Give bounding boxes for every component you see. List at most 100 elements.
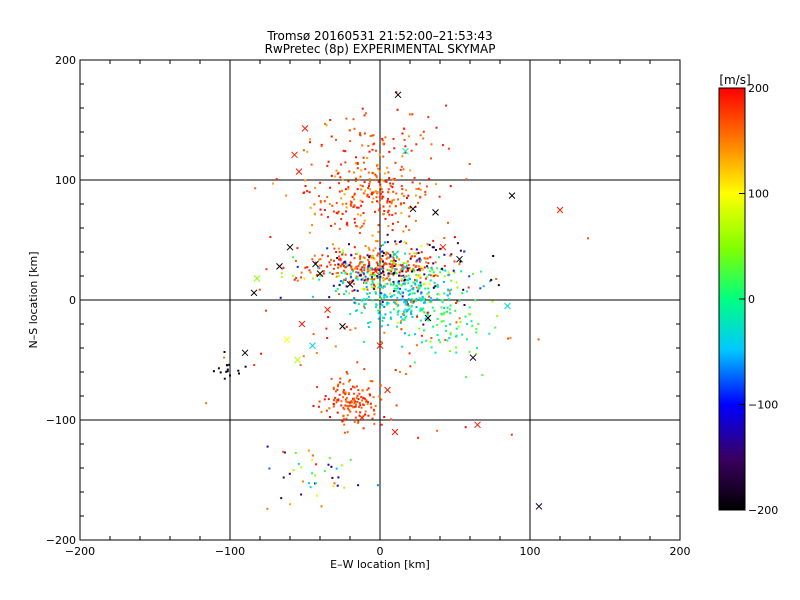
data-point (401, 155, 404, 158)
data-point (420, 265, 423, 268)
data-point (490, 278, 493, 281)
data-point (352, 118, 355, 121)
data-point (376, 163, 379, 166)
data-point (359, 214, 362, 217)
data-point (409, 257, 412, 260)
data-point (403, 332, 406, 335)
data-point (342, 269, 345, 272)
data-point (372, 134, 375, 137)
data-point (429, 301, 432, 304)
data-point (303, 277, 306, 280)
data-point (379, 250, 382, 253)
data-point (383, 172, 386, 175)
data-point (363, 288, 366, 291)
data-point (398, 291, 400, 294)
data-point (475, 352, 478, 355)
data-point (361, 266, 364, 269)
data-point (357, 213, 359, 216)
colorbar-tick-label: −200 (748, 504, 778, 517)
data-point (411, 300, 414, 303)
data-point (375, 276, 378, 279)
data-point (438, 256, 441, 259)
data-point (363, 298, 366, 301)
data-point (377, 180, 380, 183)
data-point (427, 319, 430, 322)
data-point (438, 293, 441, 296)
data-point (356, 385, 358, 388)
data-point (381, 195, 384, 198)
data-point (377, 252, 379, 255)
data-point (376, 200, 378, 203)
data-point (386, 282, 389, 285)
data-point (382, 142, 385, 145)
data-point (405, 275, 408, 278)
data-point (353, 127, 356, 130)
data-point (352, 206, 355, 209)
data-point (330, 135, 333, 138)
data-point (468, 350, 471, 353)
data-point (374, 292, 377, 295)
data-point (430, 143, 433, 146)
data-point (402, 230, 405, 233)
data-point (400, 298, 403, 301)
data-point (282, 266, 285, 269)
data-point (359, 175, 362, 178)
data-point (367, 246, 370, 249)
data-point (389, 265, 392, 268)
data-point (363, 269, 366, 272)
data-point (369, 135, 372, 137)
data-point (393, 268, 396, 271)
data-point (427, 116, 430, 119)
data-point (371, 417, 374, 420)
data-point (449, 185, 452, 188)
data-point (356, 309, 358, 312)
data-point (379, 246, 382, 249)
data-point (353, 289, 356, 292)
data-point (328, 271, 331, 274)
data-point (448, 292, 451, 295)
data-point (423, 298, 426, 301)
data-point (346, 431, 349, 434)
data-point (328, 407, 331, 410)
data-point (408, 267, 411, 270)
data-point (357, 484, 360, 487)
data-point (353, 192, 356, 195)
data-point (414, 333, 416, 336)
data-point (378, 196, 381, 198)
data-point (363, 305, 365, 308)
data-point (380, 178, 383, 181)
data-point (428, 300, 431, 303)
data-point (392, 290, 395, 293)
data-point (351, 268, 354, 271)
data-point (336, 484, 339, 487)
data-point (367, 144, 370, 147)
data-point (357, 389, 360, 392)
data-point (387, 191, 390, 194)
data-point (345, 210, 348, 213)
data-point (455, 321, 458, 324)
data-point (455, 351, 458, 354)
data-point (343, 278, 346, 281)
data-point (318, 264, 321, 267)
data-point (416, 290, 419, 293)
data-point (355, 396, 358, 399)
data-point (378, 395, 381, 398)
data-point (422, 130, 425, 133)
data-point (392, 272, 395, 275)
data-point (366, 388, 369, 391)
y-axis-label: N–S location [km] (27, 251, 40, 348)
data-point (358, 406, 360, 409)
data-point (378, 201, 381, 204)
data-point (289, 503, 292, 506)
data-point (482, 285, 485, 288)
data-point (381, 319, 384, 322)
data-point (374, 173, 377, 176)
data-point (380, 340, 383, 343)
data-point (363, 219, 366, 222)
data-point (275, 178, 278, 181)
data-point (395, 287, 398, 290)
data-point (394, 179, 397, 182)
data-point (400, 278, 403, 281)
data-point (369, 380, 372, 382)
data-point (334, 263, 337, 266)
